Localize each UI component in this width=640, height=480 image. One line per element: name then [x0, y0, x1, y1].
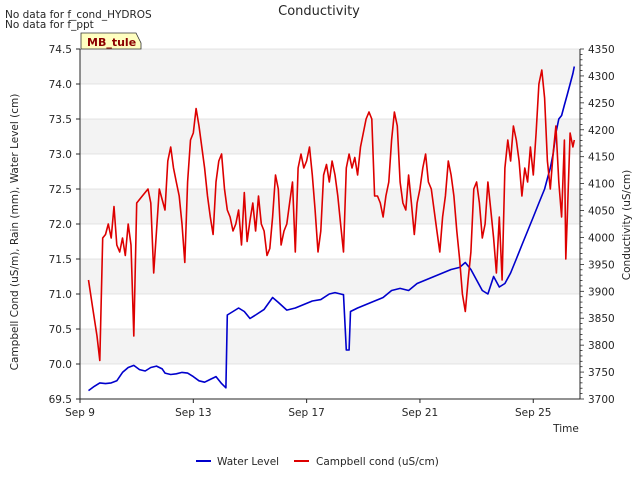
y-right-tick-label: 3900 — [588, 286, 615, 298]
y-right-label: Conductivity (uS/cm) — [621, 170, 633, 280]
y-left-tick-label: 73.5 — [49, 114, 72, 126]
plot-background — [80, 49, 580, 399]
y-left-tick-label: 69.5 — [49, 394, 72, 406]
y-right-tick-label: 4300 — [588, 71, 615, 83]
x-tick-label: Sep 9 — [65, 407, 95, 419]
plot-band — [80, 329, 580, 364]
y-left-tick-label: 74.5 — [49, 44, 72, 56]
x-tick-label: Sep 21 — [402, 407, 439, 419]
y-left-tick-label: 71.5 — [49, 254, 72, 266]
chart-title: Conductivity — [278, 4, 360, 19]
y-right-tick-label: 4250 — [588, 98, 615, 110]
left-axis: 69.5 70.0 70.5 71.0 71.5 72.0 72.5 73.0 73.5 74.0… — [49, 44, 580, 406]
site-badge: MB_tule — [80, 32, 142, 50]
y-left-tick-label: 72.0 — [49, 219, 72, 231]
y-left-tick-label: 70.5 — [49, 324, 72, 336]
legend-water-level-label: Water Level — [217, 456, 279, 468]
series-layer — [87, 66, 576, 392]
right-axis: 3700 3750 3800 3850 3900 3950 4000 4050 4100 4150… — [580, 44, 615, 406]
y-left-tick-label: 73.0 — [49, 149, 72, 161]
y-right-tick-label: 4150 — [588, 152, 615, 164]
plot-band — [80, 364, 580, 399]
y-right-tick-label: 3700 — [588, 394, 615, 406]
note-no-data-hydros: No data for f_cond_HYDROS — [5, 9, 152, 21]
y-right-tick-label: 4200 — [588, 125, 615, 137]
y-left-label: Campbell Cond (uS/m), Rain (mm), Water L… — [9, 94, 21, 371]
note-no-data-ppt: No data for f_ppt — [5, 19, 94, 31]
plot-band — [80, 49, 580, 84]
y-right-tick-label: 4100 — [588, 179, 615, 191]
y-right-tick-label: 3750 — [588, 367, 615, 379]
legend: Water Level Campbell cond (uS/cm) — [196, 456, 439, 468]
x-tick-label: Sep 25 — [515, 407, 552, 419]
y-left-tick-label: 72.5 — [49, 184, 72, 196]
plot-band — [80, 294, 580, 329]
x-axis-label: Time — [552, 423, 579, 435]
x-tick-label: Sep 13 — [175, 407, 212, 419]
x-axis: Sep 9 Sep 13 Sep 17 Sep 21 Sep 25 — [65, 399, 552, 419]
y-right-tick-label: 3850 — [588, 313, 615, 325]
plot-band — [80, 119, 580, 154]
y-right-tick-label: 4000 — [588, 232, 615, 244]
site-badge-box — [80, 32, 142, 50]
y-right-tick-label: 4050 — [588, 206, 615, 218]
plot-band — [80, 84, 580, 119]
y-left-tick-label: 70.0 — [49, 359, 72, 371]
legend-campbell-cond-label: Campbell cond (uS/cm) — [316, 456, 439, 468]
y-left-tick-label: 74.0 — [49, 79, 72, 91]
campbell-cond-line — [87, 69, 576, 362]
water-level-line — [88, 66, 576, 392]
y-right-tick-label: 3950 — [588, 259, 615, 271]
site-badge-label: MB_tule — [87, 36, 136, 49]
y-right-tick-label: 3800 — [588, 340, 615, 352]
y-right-tick-label: 4350 — [588, 44, 615, 56]
y-left-tick-label: 71.0 — [49, 289, 72, 301]
x-tick-label: Sep 17 — [288, 407, 325, 419]
